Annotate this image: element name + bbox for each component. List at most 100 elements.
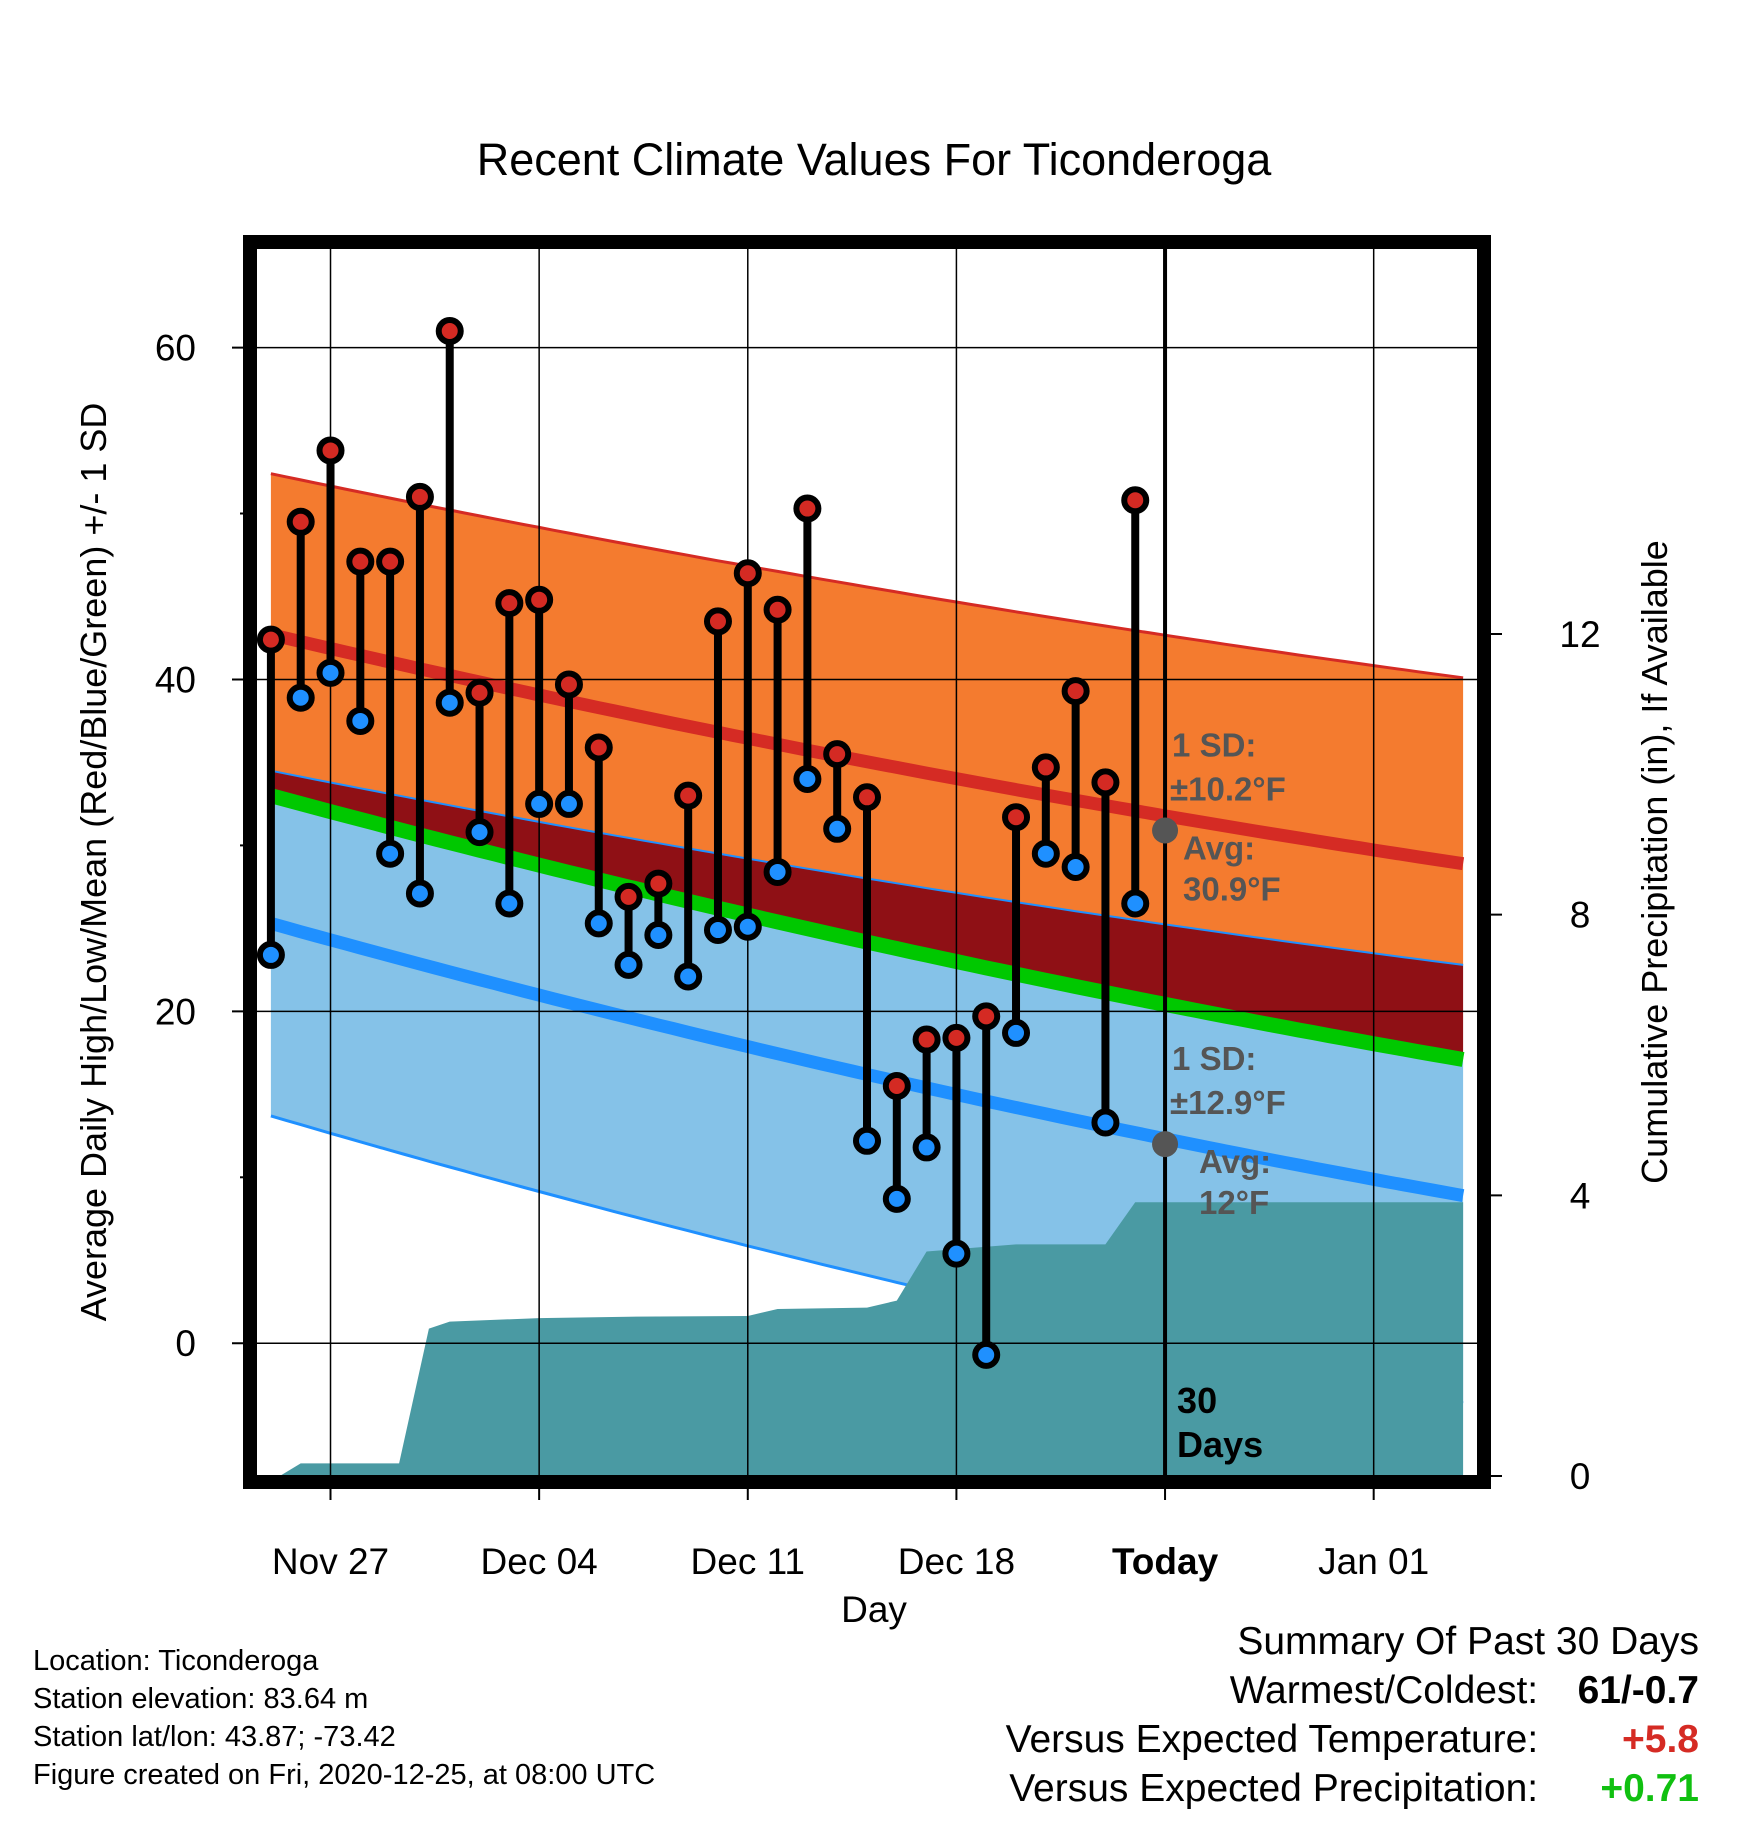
sd-value: ±12.9°F	[1170, 1084, 1286, 1121]
daily-high-point	[376, 547, 405, 576]
daily-high-point	[763, 595, 792, 624]
daily-obs	[703, 607, 732, 945]
daily-obs	[1061, 677, 1090, 881]
x-tick-label: Dec 04	[481, 1541, 598, 1582]
daily-high-point	[584, 733, 613, 762]
summary-panel: Summary Of Past 30 Days Warmest/Coldest:…	[1006, 1617, 1699, 1813]
sd-label: 1 SD:	[1172, 726, 1256, 763]
summary-precip-row: Versus Expected Precipitation: +0.71	[1006, 1764, 1699, 1813]
daily-low-point	[525, 789, 554, 818]
station-info: Location: Ticonderoga Station elevation:…	[33, 1642, 655, 1794]
daily-low-point	[376, 839, 405, 868]
created-text: Figure created on Fri, 2020-12-25, at 08…	[33, 1759, 656, 1791]
daily-high-point	[1091, 768, 1120, 797]
daily-obs	[942, 1023, 971, 1268]
daily-obs	[853, 783, 881, 1155]
daily-high-point	[644, 869, 673, 898]
daily-high-point	[882, 1072, 911, 1101]
daily-high-point	[1002, 803, 1031, 832]
daily-high-point	[912, 1025, 941, 1054]
sd-label: 1 SD:	[1172, 1040, 1256, 1077]
daily-low-point	[823, 814, 852, 843]
location-text: Location: Ticonderoga	[33, 1645, 319, 1677]
daily-low-point	[1091, 1108, 1120, 1137]
daily-obs	[614, 882, 643, 979]
warmest-coldest-label: Warmest/Coldest:	[1229, 1669, 1539, 1712]
y-tick-label: 40	[155, 659, 196, 700]
daily-high-point	[346, 547, 375, 576]
y2-axis-label: Cumulative Precipitation (in), If Availa…	[1634, 540, 1675, 1184]
high-upper-edge	[270, 472, 1464, 680]
daily-high-point	[405, 482, 434, 511]
daily-obs	[495, 589, 524, 918]
latlon-text: Station lat/lon: 43.87; -73.42	[33, 1721, 396, 1753]
daily-low-point	[405, 879, 434, 908]
warmest-coldest-value: 61/-0.7	[1577, 1669, 1699, 1712]
daily-low-point	[703, 916, 732, 945]
daily-low-point	[346, 706, 375, 735]
daily-obs	[1091, 768, 1120, 1137]
daily-low-point	[882, 1184, 911, 1213]
daily-obs	[1121, 486, 1150, 918]
daily-high-point	[465, 678, 494, 707]
normal-avg-marker	[1152, 1131, 1179, 1158]
daily-low-point	[256, 940, 285, 969]
y2-tick-label: 8	[1570, 895, 1591, 936]
daily-low-point	[674, 962, 703, 991]
daily-low-point	[972, 1340, 1001, 1369]
temp-departure-label: Versus Expected Temperature:	[1005, 1718, 1539, 1761]
daily-obs	[465, 678, 494, 847]
y-tick-label: 20	[155, 991, 196, 1032]
daily-low-point	[495, 889, 524, 918]
daily-high-point	[495, 589, 524, 618]
y-tick-label: 60	[155, 328, 196, 369]
daily-high-point	[823, 740, 852, 769]
x-tick-label: Dec 11	[691, 1541, 806, 1582]
avg-label: Avg:	[1199, 1143, 1271, 1180]
daily-low-point	[554, 789, 583, 818]
daily-low-point	[1031, 839, 1060, 868]
precip-departure-label: Versus Expected Precipitation:	[1009, 1767, 1539, 1810]
daily-low-point	[912, 1133, 941, 1162]
daily-low-point	[1002, 1018, 1031, 1047]
x-tick-label: Today	[1112, 1541, 1219, 1582]
y-axis-label: Average Daily High/Low/Mean (Red/Blue/Gr…	[73, 403, 114, 1322]
daily-high-point	[614, 882, 643, 911]
daily-obs	[912, 1025, 941, 1162]
daily-obs	[584, 733, 613, 938]
daily-low-point	[435, 688, 464, 717]
daily-low-point	[465, 818, 494, 847]
daily-high-point	[286, 507, 315, 536]
daily-obs	[733, 559, 762, 941]
y2-tick-label: 0	[1570, 1456, 1591, 1497]
daily-low-point	[614, 950, 643, 979]
avg-value: 12°F	[1199, 1184, 1269, 1221]
daily-high-point	[674, 781, 703, 810]
daily-obs	[525, 585, 554, 818]
daily-obs	[644, 869, 673, 950]
daily-obs	[972, 1002, 1001, 1369]
daily-high-point	[942, 1023, 971, 1052]
x-tick-label: Nov 27	[272, 1541, 389, 1582]
chart-title: Recent Climate Values For Ticonderoga	[477, 134, 1273, 185]
summary-temp-row: Versus Expected Temperature: +5.8	[1006, 1715, 1699, 1764]
elevation-text: Station elevation: 83.64 m	[33, 1683, 369, 1715]
daily-low-point	[644, 921, 673, 950]
daily-high-point	[793, 494, 822, 523]
daily-high-point	[435, 316, 464, 345]
daily-obs	[256, 625, 285, 969]
summary-title: Summary Of Past 30 Days	[1237, 1620, 1699, 1663]
avg-value: 30.9°F	[1183, 870, 1281, 907]
daily-high-point	[733, 559, 762, 588]
daily-high-point	[256, 625, 285, 654]
plot-frame	[243, 235, 1491, 1489]
daily-obs	[435, 316, 464, 717]
y2-tick-label: 12	[1559, 614, 1600, 655]
daily-low-point	[733, 912, 762, 941]
daily-obs	[674, 781, 703, 991]
daily-obs	[376, 547, 405, 868]
daily-low-point	[584, 909, 613, 938]
summary-warmest-row: Warmest/Coldest: 61/-0.7	[1006, 1666, 1699, 1715]
daily-low-point	[286, 683, 315, 712]
